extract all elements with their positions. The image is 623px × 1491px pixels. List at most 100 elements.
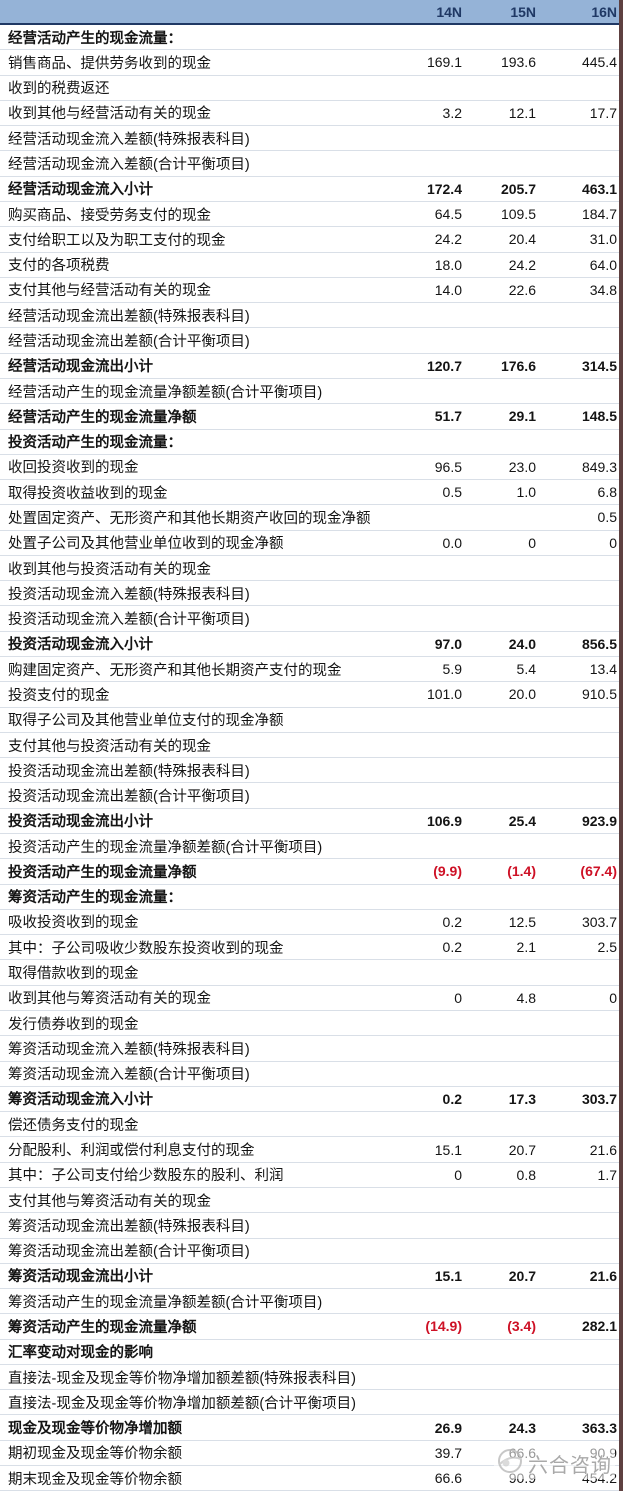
table-row: 分配股利、利润或偿付利息支付的现金 15.1 20.7 21.6: [0, 1137, 623, 1163]
value-cell-14N: 97.0: [434, 635, 462, 652]
value-cell-15N: (1.4): [507, 863, 536, 880]
row-label: 取得投资收益收到的现金: [8, 485, 168, 502]
value-cell-15N: 0: [528, 534, 536, 551]
value-cell-15N: 20.7: [508, 1141, 536, 1158]
row-label: 偿还债务支付的现金: [8, 1117, 139, 1134]
row-label: 支付给职工以及为职工支付的现金: [8, 232, 226, 249]
value-cell-16N: 463.1: [581, 180, 617, 197]
value-cell-16N: 6.8: [597, 484, 617, 501]
value-cell-15N: (3.4): [507, 1318, 536, 1335]
row-label: 经营活动产生的现金流量净额差额(合计平衡项目): [8, 384, 323, 401]
value-cell-14N: 106.9: [426, 812, 462, 829]
value-cell-15N: 0.8: [516, 1166, 536, 1183]
value-cell-14N: 101.0: [426, 686, 462, 703]
row-label: 汇率变动对现金的影响: [8, 1345, 153, 1362]
value-cell-14N: 172.4: [426, 180, 462, 197]
table-row: 经营活动现金流入差额(合计平衡项目): [0, 151, 623, 177]
row-label: 直接法-现金及现金等价物净增加额差额(合计平衡项目): [8, 1395, 356, 1412]
table-row: 投资活动现金流出差额(合计平衡项目): [0, 783, 623, 809]
value-cell-15N: 29.1: [508, 408, 536, 425]
header-col-16N: 16N: [591, 3, 617, 20]
value-cell-16N: 2.5: [597, 939, 617, 956]
table-row: 现金及现金等价物净增加额 26.9 24.3 363.3: [0, 1415, 623, 1441]
value-cell-16N: 923.9: [581, 812, 617, 829]
value-cell-14N: 96.5: [434, 458, 462, 475]
table-row: 投资活动现金流入差额(合计平衡项目): [0, 606, 623, 632]
row-label: 处置子公司及其他营业单位收到的现金净额: [8, 536, 284, 553]
table-row: 支付其他与筹资活动有关的现金: [0, 1187, 623, 1214]
row-label: 经营活动产生的现金流量：: [8, 30, 182, 47]
value-cell-16N: 17.7: [589, 104, 617, 121]
value-cell-16N: 184.7: [581, 206, 617, 223]
table-row: 取得投资收益收到的现金 0.5 1.0 6.8: [0, 480, 623, 506]
value-cell-16N: 21.6: [589, 1267, 617, 1284]
row-label: 投资活动现金流出差额(特殊报表科目): [8, 763, 250, 780]
value-cell-14N: 64.5: [434, 206, 462, 223]
table-row: 投资活动现金流入差额(特殊报表科目): [0, 581, 623, 607]
table-row: 筹资活动现金流出差额(合计平衡项目): [0, 1238, 623, 1264]
table-row: 经营活动现金流入小计 172.4 205.7 463.1: [0, 176, 623, 202]
row-label: 支付的各项税费: [8, 258, 110, 275]
row-label: 经营活动现金流出差额(合计平衡项目): [8, 334, 250, 351]
value-cell-16N: 363.3: [581, 1419, 617, 1436]
table-row: 偿还债务支付的现金: [0, 1112, 623, 1138]
value-cell-14N: 0.0: [442, 534, 462, 551]
table-row: 投资支付的现金 101.0 20.0 910.5: [0, 682, 623, 708]
table-row: 收到其他与经营活动有关的现金 3.2 12.1 17.7: [0, 100, 623, 127]
value-cell-16N: 148.5: [581, 408, 617, 425]
value-cell-14N: 18.0: [434, 256, 462, 273]
liuhe-watermark: 六合咨询: [494, 1447, 615, 1479]
row-label: 投资活动现金流出小计: [8, 814, 153, 831]
table-row: 处置子公司及其他营业单位收到的现金净额 0.0 0 0: [0, 530, 623, 556]
row-label: 筹资活动现金流出差额(合计平衡项目): [8, 1244, 250, 1261]
value-cell-14N: 5.9: [442, 661, 462, 678]
row-label: 购买商品、接受劳务支付的现金: [8, 207, 211, 224]
value-cell-15N: 109.5: [500, 206, 536, 223]
table-row: 直接法-现金及现金等价物净增加额差额(特殊报表科目): [0, 1364, 623, 1391]
value-cell-14N: (9.9): [433, 863, 462, 880]
row-label: 期初现金及现金等价物余额: [8, 1446, 182, 1463]
value-cell-15N: 20.7: [508, 1267, 536, 1284]
row-label: 收到其他与筹资活动有关的现金: [8, 991, 211, 1008]
value-cell-15N: 1.0: [516, 484, 536, 501]
globe-sphere-icon: [497, 1448, 523, 1479]
value-cell-16N: 21.6: [589, 1141, 617, 1158]
table-row: 支付给职工以及为职工支付的现金 24.2 20.4 31.0: [0, 227, 623, 253]
value-cell-16N: 13.4: [589, 661, 617, 678]
value-cell-15N: 17.3: [508, 1090, 536, 1107]
value-cell-16N: 910.5: [581, 686, 617, 703]
table-row: 经营活动产生的现金流量：: [0, 25, 623, 51]
row-label: 支付其他与投资活动有关的现金: [8, 738, 211, 755]
value-cell-15N: 12.5: [508, 913, 536, 930]
watermark-text: 六合咨询: [528, 1454, 612, 1477]
row-label: 支付其他与筹资活动有关的现金: [8, 1193, 211, 1210]
row-label: 筹资活动产生的现金流量净额差额(合计平衡项目): [8, 1294, 323, 1311]
table-row: 购买商品、接受劳务支付的现金 64.5 109.5 184.7: [0, 201, 623, 228]
table-row: 筹资活动产生的现金流量净额 (14.9) (3.4) 282.1: [0, 1314, 623, 1340]
row-label: 投资活动现金流入差额(合计平衡项目): [8, 612, 250, 629]
row-label: 经营活动现金流入差额(特殊报表科目): [8, 131, 250, 148]
table-row: 购建固定资产、无形资产和其他长期资产支付的现金 5.9 5.4 13.4: [0, 657, 623, 683]
table-row: 收到其他与投资活动有关的现金: [0, 555, 623, 582]
row-label: 经营活动现金流出小计: [8, 359, 153, 376]
row-label: 筹资活动现金流入小计: [8, 1092, 153, 1109]
value-cell-15N: 12.1: [508, 104, 536, 121]
table-row: 取得借款收到的现金: [0, 960, 623, 986]
value-cell-15N: 5.4: [516, 661, 536, 678]
row-label: 收到其他与投资活动有关的现金: [8, 561, 211, 578]
value-cell-16N: 303.7: [581, 913, 617, 930]
row-label: 直接法-现金及现金等价物净增加额差额(特殊报表科目): [8, 1370, 356, 1387]
value-cell-16N: (67.4): [580, 863, 617, 880]
value-cell-14N: 0.5: [442, 484, 462, 501]
value-cell-15N: 2.1: [516, 939, 536, 956]
row-label: 筹资活动产生的现金流量：: [8, 890, 182, 907]
table-row: 经营活动现金流出小计 120.7 176.6 314.5: [0, 353, 623, 379]
table-row: 筹资活动现金流入差额(特殊报表科目): [0, 1036, 623, 1062]
table-row: 销售商品、提供劳务收到的现金 169.1 193.6 445.4: [0, 50, 623, 76]
value-cell-14N: 120.7: [426, 357, 462, 374]
header-col-14N: 14N: [436, 3, 462, 20]
value-cell-16N: 849.3: [581, 458, 617, 475]
table-row: 发行债券收到的现金: [0, 1010, 623, 1037]
value-cell-14N: 26.9: [434, 1419, 462, 1436]
